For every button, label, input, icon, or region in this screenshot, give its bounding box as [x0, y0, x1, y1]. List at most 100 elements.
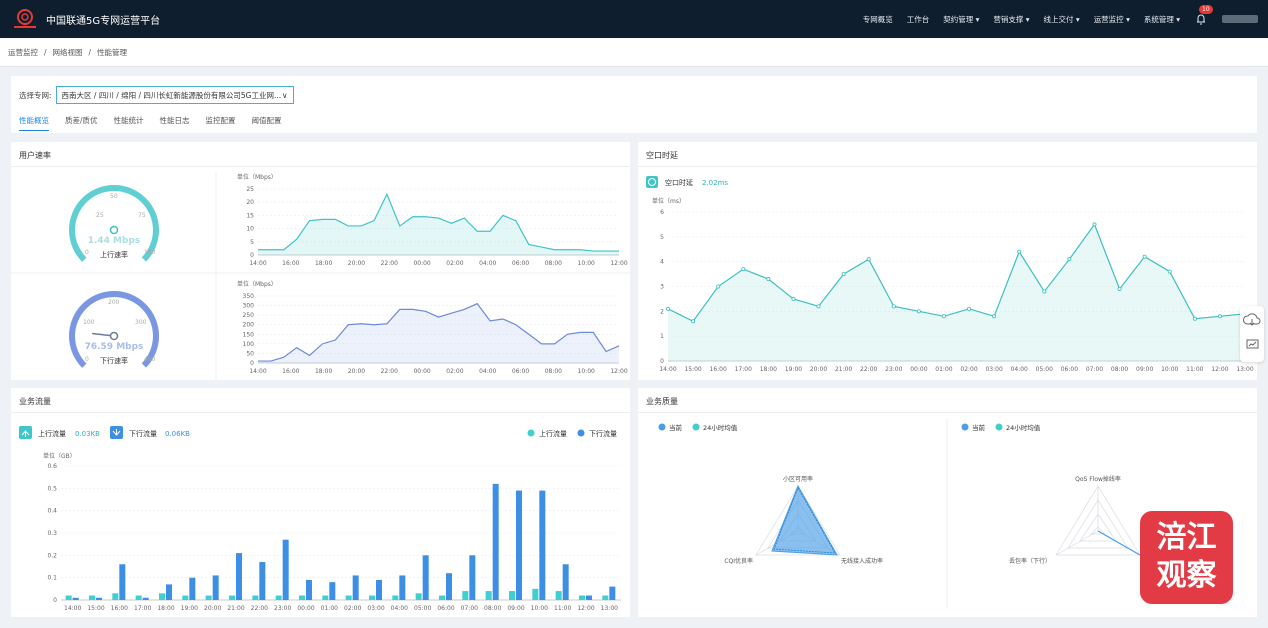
tab-monitor-config[interactable]: 监控配置: [205, 116, 236, 125]
bar-uplink: [462, 591, 469, 600]
bar-downlink: [376, 579, 382, 600]
x-tick-label: 02:00: [446, 260, 463, 267]
x-tick-label: 07:00: [1086, 366, 1103, 373]
data-point: [1067, 257, 1072, 262]
bar-uplink: [369, 595, 375, 600]
nav-item-workbench[interactable]: 工作台: [906, 14, 930, 24]
x-tick-label: 05:00: [1036, 366, 1053, 373]
nav-item-contract[interactable]: 契约管理 ▾: [943, 14, 980, 24]
data-point: [741, 267, 746, 272]
data-point: [1192, 316, 1197, 321]
data-point: [1167, 269, 1172, 274]
x-tick-label: 22:00: [381, 260, 398, 267]
x-tick-label: 06:00: [437, 605, 454, 612]
tab-threshold-config[interactable]: 阈值配置: [251, 116, 282, 125]
x-tick-label: 08:00: [1111, 366, 1128, 373]
x-tick-label: 20:00: [810, 366, 827, 373]
y-tick-label: 0: [250, 360, 254, 367]
bar-downlink: [492, 483, 499, 600]
bar-downlink: [306, 579, 312, 600]
traffic-legend-down: 下行流量: [589, 429, 617, 438]
quality-legend-now: 当前: [972, 423, 986, 432]
x-tick-label: 00:00: [910, 366, 927, 373]
x-tick-label: 21:00: [835, 366, 852, 373]
series-line: [667, 223, 1246, 323]
traffic-legend-up: 上行流量: [539, 429, 567, 438]
y-tick-label: 0: [250, 252, 254, 259]
x-tick-label: 04:00: [479, 260, 496, 267]
y-tick-label: 0.1: [47, 575, 57, 582]
radar-axis-label: 小区可用率: [783, 475, 813, 483]
latency-chart: 0 1 2 3 4 5 6 14:00 15:00 16:00 17:00 18:00 19:00 20:…: [659, 209, 1253, 373]
radar-axis-label: 丢包率（下行）: [1009, 557, 1051, 565]
traffic-unit: 单位（GB）: [43, 452, 76, 460]
network-select[interactable]: 西南大区 / 四川 / 绵阳 / 四川长虹新能源股份有限公司5G工业网... ∨: [55, 86, 294, 104]
bar-downlink: [236, 553, 242, 600]
data-point: [816, 304, 821, 309]
traffic-title: 业务流量: [19, 397, 51, 406]
breadcrumb-operations[interactable]: 运营监控: [8, 47, 38, 57]
brand[interactable]: 中国联通5G专网运营平台: [10, 8, 160, 30]
uplink-gauge-tick: 0: [85, 249, 89, 256]
bar-downlink: [422, 555, 429, 600]
quality-radar-1: 小区可用率 无线接入成功率 CQI优良率: [724, 475, 883, 565]
bar-downlink: [609, 586, 616, 600]
bar-uplink: [252, 595, 259, 600]
breadcrumb-network-view[interactable]: 网络视图: [52, 47, 83, 57]
bar-uplink: [485, 591, 492, 600]
x-tick-label: 08:00: [545, 368, 562, 375]
notification-badge: 10: [1199, 5, 1213, 14]
tab-quality[interactable]: 质差/质优: [65, 116, 98, 125]
bar-downlink: [282, 539, 289, 600]
bar-uplink: [89, 595, 95, 600]
breadcrumb: 运营监控 / 网络视图 / 性能管理: [0, 38, 1268, 67]
uplink-gauge-tick: 75: [138, 212, 146, 219]
user-menu[interactable]: [1222, 15, 1258, 23]
nav-item-delivery[interactable]: 线上交付 ▾: [1043, 14, 1080, 24]
nav-item-overview[interactable]: 专网概览: [862, 14, 893, 24]
bar-uplink: [159, 593, 165, 600]
nav-item-marketing[interactable]: 营销支撑 ▾: [993, 14, 1030, 24]
watermark-logo: 涪江 观察: [1140, 511, 1233, 604]
bar-downlink: [469, 555, 476, 600]
tab-logs[interactable]: 性能日志: [159, 116, 190, 125]
y-tick-label: 350: [243, 293, 255, 300]
x-tick-label: 04:00: [391, 605, 408, 612]
data-point: [716, 284, 721, 289]
downlink-gauge: 200 100 300 0 400 76.59 Mbps 下行速率: [69, 291, 159, 368]
data-point: [992, 314, 997, 319]
series-line: [258, 302, 620, 362]
y-tick-label: 6: [660, 209, 664, 216]
y-tick-label: 3: [660, 284, 664, 291]
tab-bar: 性能概览 质差/质优 性能统计 性能日志 监控配置 阈值配置: [19, 115, 298, 131]
downlink-label: 下行速率: [100, 356, 128, 365]
card-header: [638, 388, 1257, 413]
nav-item-system[interactable]: 系统管理 ▾: [1143, 14, 1180, 24]
y-tick-label: 20: [246, 199, 254, 206]
x-tick-label: 01:00: [935, 366, 952, 373]
bar-uplink: [345, 595, 352, 600]
x-tick-label: 12:00: [1211, 366, 1228, 373]
x-tick-label: 00:00: [413, 368, 430, 375]
bar-uplink: [555, 591, 562, 600]
nav-item-operations[interactable]: 运营监控 ▾: [1093, 14, 1130, 24]
bar-uplink: [439, 595, 445, 600]
x-tick-label: 14:00: [249, 260, 266, 267]
tab-overview[interactable]: 性能概览: [19, 115, 49, 131]
uplink-gauge-tick: 25: [96, 212, 104, 219]
x-tick-label: 02:00: [344, 605, 361, 612]
breadcrumb-separator: /: [44, 47, 47, 57]
x-tick-label: 00:00: [297, 605, 314, 612]
x-tick-label: 17:00: [735, 366, 752, 373]
y-tick-label: 0.2: [47, 552, 57, 559]
uplink-rate-chart: 0 5 10 15 20 25 14:00 16:00 18:00 20:00 22:00 00:00…: [246, 186, 627, 267]
radar-series-now: [771, 484, 838, 556]
x-tick-label: 23:00: [885, 366, 902, 373]
notification-bell-icon[interactable]: 10: [1194, 5, 1213, 26]
x-tick-label: 08:00: [484, 605, 501, 612]
tab-statistics[interactable]: 性能统计: [113, 116, 144, 125]
bar-downlink: [329, 582, 336, 600]
y-tick-label: 250: [243, 312, 255, 319]
x-tick-label: 12:00: [577, 605, 594, 612]
bar-uplink: [205, 595, 212, 600]
